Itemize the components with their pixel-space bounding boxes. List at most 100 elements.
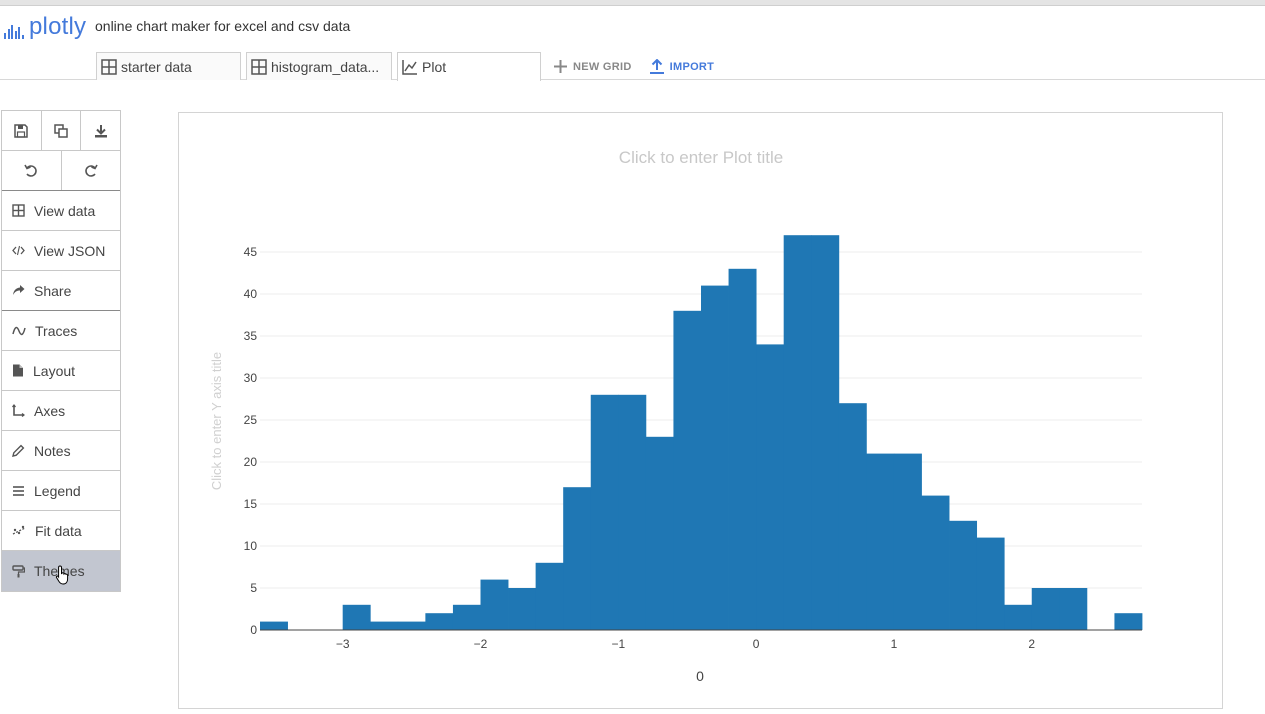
- histogram-bar[interactable]: [1114, 613, 1143, 630]
- paint-roller-icon: [12, 564, 25, 577]
- line-chart-icon: [402, 60, 417, 75]
- duplicate-icon: [54, 123, 68, 138]
- histogram-bar[interactable]: [508, 588, 537, 630]
- pencil-icon: [12, 444, 25, 457]
- x-tick-label: 0: [753, 637, 760, 651]
- fit-data-icon: [12, 525, 26, 535]
- histogram-bar[interactable]: [535, 562, 564, 630]
- histogram-bar[interactable]: [1059, 588, 1088, 630]
- y-tick-label: 30: [244, 371, 258, 385]
- undo-icon: [24, 164, 38, 177]
- y-tick-label: 25: [244, 413, 258, 427]
- menu-view-json[interactable]: View JSON: [2, 231, 120, 271]
- x-tick-label: 2: [1028, 637, 1035, 651]
- menu-share[interactable]: Share: [2, 271, 120, 311]
- plotly-logo[interactable]: plotly: [4, 15, 86, 39]
- grid-icon: [251, 58, 267, 75]
- y-tick-label: 40: [244, 287, 258, 301]
- histogram-bar[interactable]: [452, 604, 481, 630]
- menu-view-data[interactable]: View data: [2, 191, 120, 231]
- grid-icon: [101, 58, 117, 75]
- histogram-bar[interactable]: [728, 268, 757, 630]
- tab-label: starter data: [121, 58, 192, 75]
- menu-notes[interactable]: Notes: [2, 431, 120, 471]
- histogram-bars[interactable]: [260, 235, 1143, 630]
- new-grid-button[interactable]: NEW GRID: [554, 52, 632, 81]
- histogram-bar[interactable]: [260, 621, 288, 630]
- save-button[interactable]: [2, 111, 42, 150]
- upload-icon: [649, 59, 664, 74]
- y-tick-label: 15: [244, 497, 258, 511]
- histogram-bar[interactable]: [673, 310, 702, 630]
- histogram-bar[interactable]: [756, 344, 785, 630]
- menu-axes[interactable]: Axes: [2, 391, 120, 431]
- history-toolbar: [2, 151, 120, 191]
- grid-icon: [12, 204, 25, 217]
- histogram-bar[interactable]: [811, 235, 840, 630]
- x-tick-label: 1: [891, 637, 898, 651]
- tab-starter-data[interactable]: starter data: [96, 52, 241, 80]
- x-tick-label: −2: [474, 637, 488, 651]
- histogram-bar[interactable]: [783, 235, 812, 630]
- x-tick-label: −3: [336, 637, 350, 651]
- histogram-bar[interactable]: [618, 394, 647, 630]
- download-button[interactable]: [81, 111, 120, 150]
- plot-area[interactable]: 0 5 10 15 20 25 30 35 40 45 −3 −2 −1 0 1 2 Click to en…: [178, 112, 1223, 709]
- histogram-bar[interactable]: [370, 621, 399, 630]
- histogram-bar[interactable]: [480, 579, 509, 630]
- editor-sidebar: View data View JSON Share Traces Layout …: [1, 110, 121, 592]
- y-axis-title[interactable]: Click to enter Y axis title: [209, 352, 224, 490]
- plot-title[interactable]: Click to enter Plot title: [619, 148, 783, 167]
- import-button[interactable]: IMPORT: [649, 52, 715, 81]
- redo-icon: [84, 164, 98, 177]
- histogram-chart[interactable]: 0 5 10 15 20 25 30 35 40 45 −3 −2 −1 0 1 2 Click to en…: [179, 113, 1224, 710]
- histogram-bar[interactable]: [397, 621, 426, 630]
- code-icon: [12, 245, 25, 256]
- histogram-bar[interactable]: [563, 487, 592, 630]
- axes-icon: [12, 404, 25, 417]
- y-tick-label: 10: [244, 539, 258, 553]
- histogram-bar[interactable]: [645, 436, 674, 630]
- histogram-bar[interactable]: [1004, 604, 1033, 630]
- duplicate-button[interactable]: [42, 111, 82, 150]
- document-icon: [13, 364, 23, 377]
- y-tick-label: 20: [244, 455, 258, 469]
- x-axis-title[interactable]: 0: [696, 668, 704, 684]
- y-tick-labels: 0 5 10 15 20 25 30 35 40 45: [244, 245, 258, 637]
- undo-button[interactable]: [2, 151, 62, 190]
- y-tick-label: 5: [250, 581, 257, 595]
- histogram-bar[interactable]: [701, 285, 729, 630]
- histogram-bar[interactable]: [590, 394, 619, 630]
- download-icon: [94, 124, 107, 137]
- save-icon: [14, 123, 29, 138]
- histogram-bar[interactable]: [949, 520, 978, 630]
- redo-button[interactable]: [62, 151, 121, 190]
- mouse-pointer-icon: [55, 565, 69, 585]
- histogram-bar[interactable]: [921, 495, 950, 630]
- histogram-bar[interactable]: [838, 403, 867, 630]
- x-tick-label: −1: [611, 637, 625, 651]
- tagline: online chart maker for excel and csv dat…: [95, 18, 351, 34]
- histogram-bar[interactable]: [976, 537, 1005, 630]
- y-tick-label: 35: [244, 329, 258, 343]
- logo-text: plotly: [29, 13, 87, 40]
- tab-histogram-data[interactable]: histogram_data...: [246, 52, 392, 80]
- traces-icon: [12, 326, 26, 335]
- menu-fit-data[interactable]: Fit data: [2, 511, 120, 551]
- histogram-bar[interactable]: [866, 453, 895, 630]
- histogram-bar[interactable]: [425, 613, 454, 630]
- tab-plot[interactable]: Plot: [397, 52, 541, 81]
- plus-icon: [554, 60, 567, 73]
- tab-bar: starter data histogram_data... Plot NEW …: [96, 52, 714, 81]
- histogram-bar[interactable]: [1031, 588, 1060, 630]
- menu-legend[interactable]: Legend: [2, 471, 120, 511]
- menu-traces[interactable]: Traces: [2, 311, 120, 351]
- tab-label: histogram_data...: [271, 58, 380, 75]
- histogram-bar[interactable]: [342, 604, 371, 630]
- histogram-bar[interactable]: [893, 453, 922, 630]
- file-toolbar: [2, 111, 120, 151]
- legend-icon: [13, 485, 24, 496]
- tab-label: Plot: [422, 59, 447, 75]
- window-top-bar: [0, 0, 1265, 6]
- menu-layout[interactable]: Layout: [2, 351, 120, 391]
